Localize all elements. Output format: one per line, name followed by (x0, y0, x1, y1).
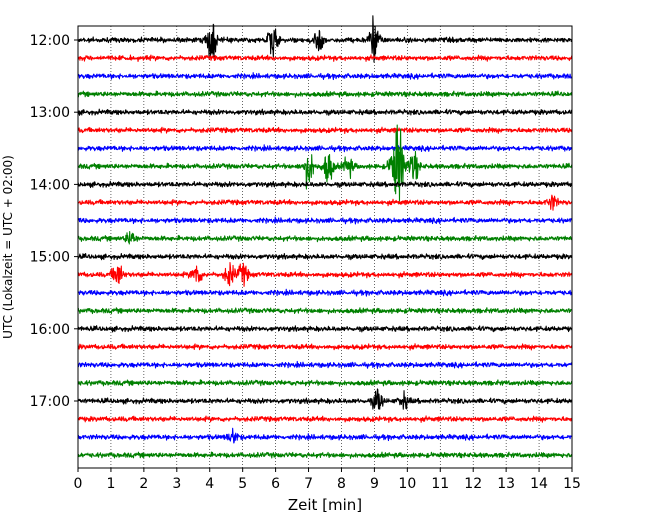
y-tick-label: 12:00 (30, 33, 70, 49)
trace-12:30 (77, 72, 573, 81)
x-tick-label: 7 (304, 476, 313, 492)
y-tick-label: 17:00 (30, 394, 70, 410)
trace-14:45 (77, 231, 573, 245)
seismic-traces (77, 15, 573, 459)
x-tick-label: 3 (172, 476, 181, 492)
x-axis-ticks: 0 1 2 3 4 5 6 7 8 9 10 11 12 13 14 15 (74, 468, 581, 492)
x-tick-label: 2 (139, 476, 148, 492)
trace-17:15 (77, 415, 573, 423)
x-tick-label: 10 (398, 476, 416, 492)
plot-frame (77, 25, 573, 469)
trace-16:45 (77, 379, 573, 387)
x-tick-label: 1 (106, 476, 115, 492)
trace-12:45 (77, 90, 573, 98)
x-tick-label: 12 (464, 476, 482, 492)
x-tick-label: 4 (205, 476, 214, 492)
trace-15:15 (77, 262, 573, 287)
trace-16:00 (77, 325, 573, 333)
x-tick-label: 9 (370, 476, 379, 492)
x-tick-label: 5 (238, 476, 247, 492)
trace-15:00 (77, 252, 573, 261)
x-tick-label: 11 (431, 476, 449, 492)
trace-17:00 (77, 388, 573, 410)
y-tick-label: 15:00 (30, 250, 70, 266)
x-axis-label: Zeit [min] (288, 496, 362, 514)
trace-12:00 (77, 15, 573, 63)
x-tick-label: 0 (74, 476, 83, 492)
trace-15:45 (77, 307, 573, 315)
x-tick-label: 8 (337, 476, 346, 492)
y-axis-ticks: 12:00 13:00 14:00 15:00 16:00 17:00 (30, 33, 78, 410)
trace-13:15 (77, 126, 573, 135)
trace-13:00 (77, 108, 573, 116)
trace-12:15 (77, 54, 573, 62)
trace-13:30 (77, 144, 573, 153)
y-tick-label: 16:00 (30, 322, 70, 338)
x-tick-label: 6 (271, 476, 280, 492)
x-tick-label: 15 (563, 476, 581, 492)
trace-17:45 (77, 451, 573, 459)
trace-14:15 (77, 194, 573, 211)
y-tick-label: 14:00 (30, 177, 70, 193)
trace-16:30 (77, 360, 573, 369)
y-axis-label: UTC (Lokalzeit = UTC + 02:00) (1, 155, 15, 339)
x-tick-label: 13 (497, 476, 515, 492)
trace-16:15 (77, 343, 573, 351)
trace-15:30 (77, 288, 573, 297)
trace-14:30 (77, 216, 573, 225)
x-tick-label: 14 (530, 476, 548, 492)
y-tick-label: 13:00 (30, 105, 70, 121)
trace-14:00 (77, 180, 573, 189)
trace-13:45 (77, 124, 573, 202)
trace-17:30 (77, 427, 573, 444)
